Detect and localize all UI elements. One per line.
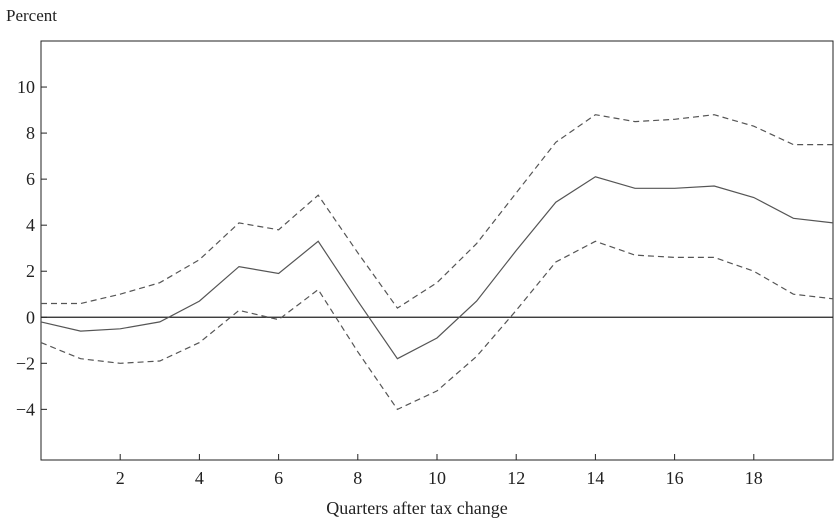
x-axis-label: Quarters after tax change xyxy=(326,498,508,518)
x-tick-label: 2 xyxy=(116,468,125,488)
x-tick-label: 10 xyxy=(428,468,446,488)
y-tick-label: 2 xyxy=(26,261,35,281)
y-tick-label: −2 xyxy=(16,353,35,373)
lower-band-line xyxy=(40,240,834,411)
y-tick-label: −4 xyxy=(16,399,35,419)
y-tick-label: 8 xyxy=(26,123,35,143)
x-tick-label: 8 xyxy=(353,468,362,488)
plot-frame xyxy=(40,40,834,461)
upper-band-line xyxy=(41,114,833,309)
estimate-line xyxy=(40,176,834,360)
x-tick-label: 6 xyxy=(274,468,283,488)
y-tick-label: 10 xyxy=(17,77,35,97)
x-tick-label: 18 xyxy=(745,468,763,488)
x-tick-label: 12 xyxy=(507,468,525,488)
y-tick-label: 0 xyxy=(26,307,35,327)
x-tick-label: 4 xyxy=(195,468,204,488)
y-tick-label: 4 xyxy=(26,215,35,235)
x-tick-label: 16 xyxy=(666,468,684,488)
y-axis-label: Percent xyxy=(6,6,57,25)
y-tick-label: 6 xyxy=(26,169,35,189)
x-tick-label: 14 xyxy=(586,468,604,488)
